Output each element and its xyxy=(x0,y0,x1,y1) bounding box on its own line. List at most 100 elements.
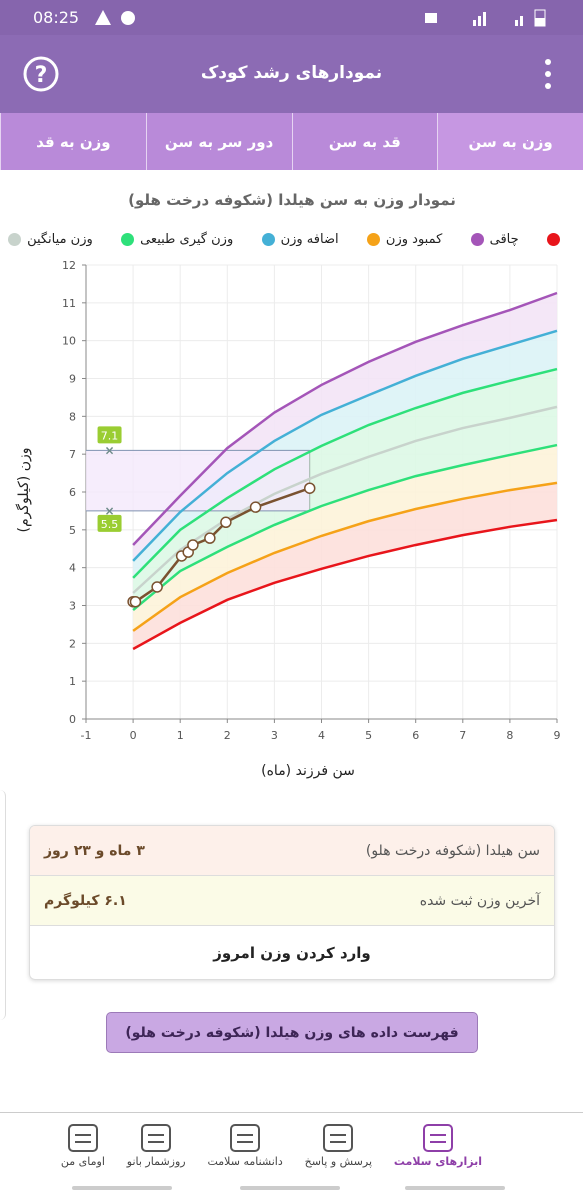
y-tick-label: 11 xyxy=(62,297,76,310)
legend-swatch xyxy=(121,233,135,246)
info-value: ۶.۱ کیلوگرم xyxy=(44,892,127,909)
nav-label: پرسش و پاسخ xyxy=(304,1155,373,1168)
nav-item[interactable]: روزشمار بانو xyxy=(127,1113,186,1180)
tab[interactable]: قد به سن xyxy=(291,113,438,170)
legend-label: وزن گیری طبیعی xyxy=(140,232,234,247)
y-tick-label: 2 xyxy=(69,637,76,650)
y-tick-label: 7 xyxy=(69,448,76,461)
band xyxy=(133,292,557,561)
info-key: آخرین وزن ثبت شده xyxy=(419,892,540,909)
gesture-bar xyxy=(405,1186,505,1190)
curve xyxy=(132,443,558,612)
range-label: 7.1 xyxy=(101,429,119,442)
chart: نمودار وزن به سن هیلدا (شکوفه درخت هلو) … xyxy=(15,191,561,779)
curve xyxy=(132,367,558,579)
range-marker: × xyxy=(105,443,115,457)
chart-title: نمودار وزن به سن هیلدا (شکوفه درخت هلو) xyxy=(128,191,456,209)
legend-swatch xyxy=(470,233,484,246)
measurement-point xyxy=(204,532,216,544)
y-tick-label: 3 xyxy=(69,600,76,613)
legend-item: وزن گیری طبیعی xyxy=(121,232,233,247)
tab[interactable]: وزن به قد xyxy=(0,113,146,170)
measurement-point xyxy=(129,595,142,608)
y-tick-label: 8 xyxy=(69,410,76,423)
band xyxy=(133,330,557,578)
x-axis-label: سن فرزند (ماه) xyxy=(261,763,355,779)
band xyxy=(133,369,557,594)
legend-swatch xyxy=(547,233,560,246)
nav-icon xyxy=(141,1124,172,1152)
measurement-point xyxy=(151,581,163,593)
x-tick-label: 2 xyxy=(224,729,231,742)
curve xyxy=(132,329,558,562)
nav-icon xyxy=(67,1124,98,1152)
x-tick-label: 9 xyxy=(554,729,561,742)
tab[interactable]: دور سر به سن xyxy=(145,113,292,170)
legend-item: کمبود وزن xyxy=(366,232,443,247)
range-label-box xyxy=(97,514,122,532)
legend-item xyxy=(547,233,560,246)
curve xyxy=(132,518,558,651)
nav-item[interactable]: اومای من xyxy=(61,1113,105,1180)
x-tick-label: 7 xyxy=(459,729,466,742)
x-tick-label: 0 xyxy=(130,729,137,742)
help-button[interactable]: ? xyxy=(22,55,60,93)
y-axis-label: وزن (کیلوگرم) xyxy=(15,448,32,533)
list-button[interactable]: فهرست داده های وزن هیلدا (شکوفه درخت هلو… xyxy=(106,1012,478,1053)
nav-label: روزشمار بانو xyxy=(126,1155,186,1168)
app-bar: ? نمودارهای رشد کودک xyxy=(0,35,583,113)
range-label-box xyxy=(97,426,122,444)
nav-label: دانشنامه سلامت xyxy=(207,1155,283,1168)
gesture-bar xyxy=(240,1186,340,1190)
tab-bar: وزن به سن قد به سن دور سر به سن وزن به قد xyxy=(0,113,583,170)
nav-item[interactable]: ابزارهای سلامت xyxy=(394,1113,482,1180)
nav-label: اومای من xyxy=(60,1155,105,1168)
measurement-point xyxy=(249,501,262,513)
info-row: آخرین وزن ثبت شده ۶.۱ کیلوگرم xyxy=(30,876,554,926)
legend-item: وزن میانگین xyxy=(8,232,93,247)
menu-button[interactable] xyxy=(538,57,558,93)
status-bar: 08:25 xyxy=(0,0,583,35)
svg-text:?: ? xyxy=(35,63,48,88)
legend-swatch xyxy=(8,233,22,246)
band xyxy=(133,445,557,631)
legend-label: وزن میانگین xyxy=(27,232,93,247)
y-tick-label: 4 xyxy=(69,562,76,575)
range-marker: × xyxy=(105,504,115,518)
legend-swatch xyxy=(366,233,380,246)
status-icons xyxy=(95,10,135,25)
nav-item[interactable]: دانشنامه سلامت xyxy=(207,1113,283,1180)
gesture-bar xyxy=(72,1186,172,1190)
legend-item: اضافه وزن xyxy=(261,232,339,247)
x-tick-label: 8 xyxy=(506,729,513,742)
y-tick-label: 10 xyxy=(62,335,76,348)
nav-icon xyxy=(422,1124,453,1152)
nav-icon xyxy=(323,1124,354,1152)
x-tick-label: 5 xyxy=(365,729,372,742)
info-key: سن هیلدا (شکوفه درخت هلو) xyxy=(365,842,540,859)
nav-item[interactable]: پرسش و پاسخ xyxy=(305,1113,372,1180)
x-tick-label: 1 xyxy=(177,729,184,742)
legend-label: کمبود وزن xyxy=(385,232,443,247)
app-title: نمودارهای رشد کودک xyxy=(200,63,383,83)
x-tick-label: 3 xyxy=(271,729,278,742)
measurement-point xyxy=(220,516,232,529)
legend-swatch xyxy=(261,233,275,246)
x-tick-label: 6 xyxy=(412,729,419,742)
y-tick-label: 1 xyxy=(69,675,76,688)
info-row: سن هیلدا (شکوفه درخت هلو) ۳ ماه و ۲۳ روز xyxy=(30,826,554,876)
legend-label: اضافه وزن xyxy=(280,232,339,247)
range-band xyxy=(86,450,310,511)
measurement-point xyxy=(303,482,316,494)
x-tick-label: -1 xyxy=(81,729,92,742)
legend-label: چاقی xyxy=(489,232,519,247)
y-tick-label: 12 xyxy=(62,259,76,272)
bottom-nav: ابزارهای سلامت پرسش و پاسخ دانشنامه سلامت ر… xyxy=(0,1112,583,1180)
enter-weight-button[interactable]: وارد کردن وزن امروز xyxy=(213,943,371,962)
nav-icon xyxy=(230,1124,261,1152)
system-icons xyxy=(425,9,546,27)
tab[interactable]: وزن به سن xyxy=(437,113,583,170)
y-tick-label: 9 xyxy=(69,373,76,386)
band xyxy=(133,482,557,650)
